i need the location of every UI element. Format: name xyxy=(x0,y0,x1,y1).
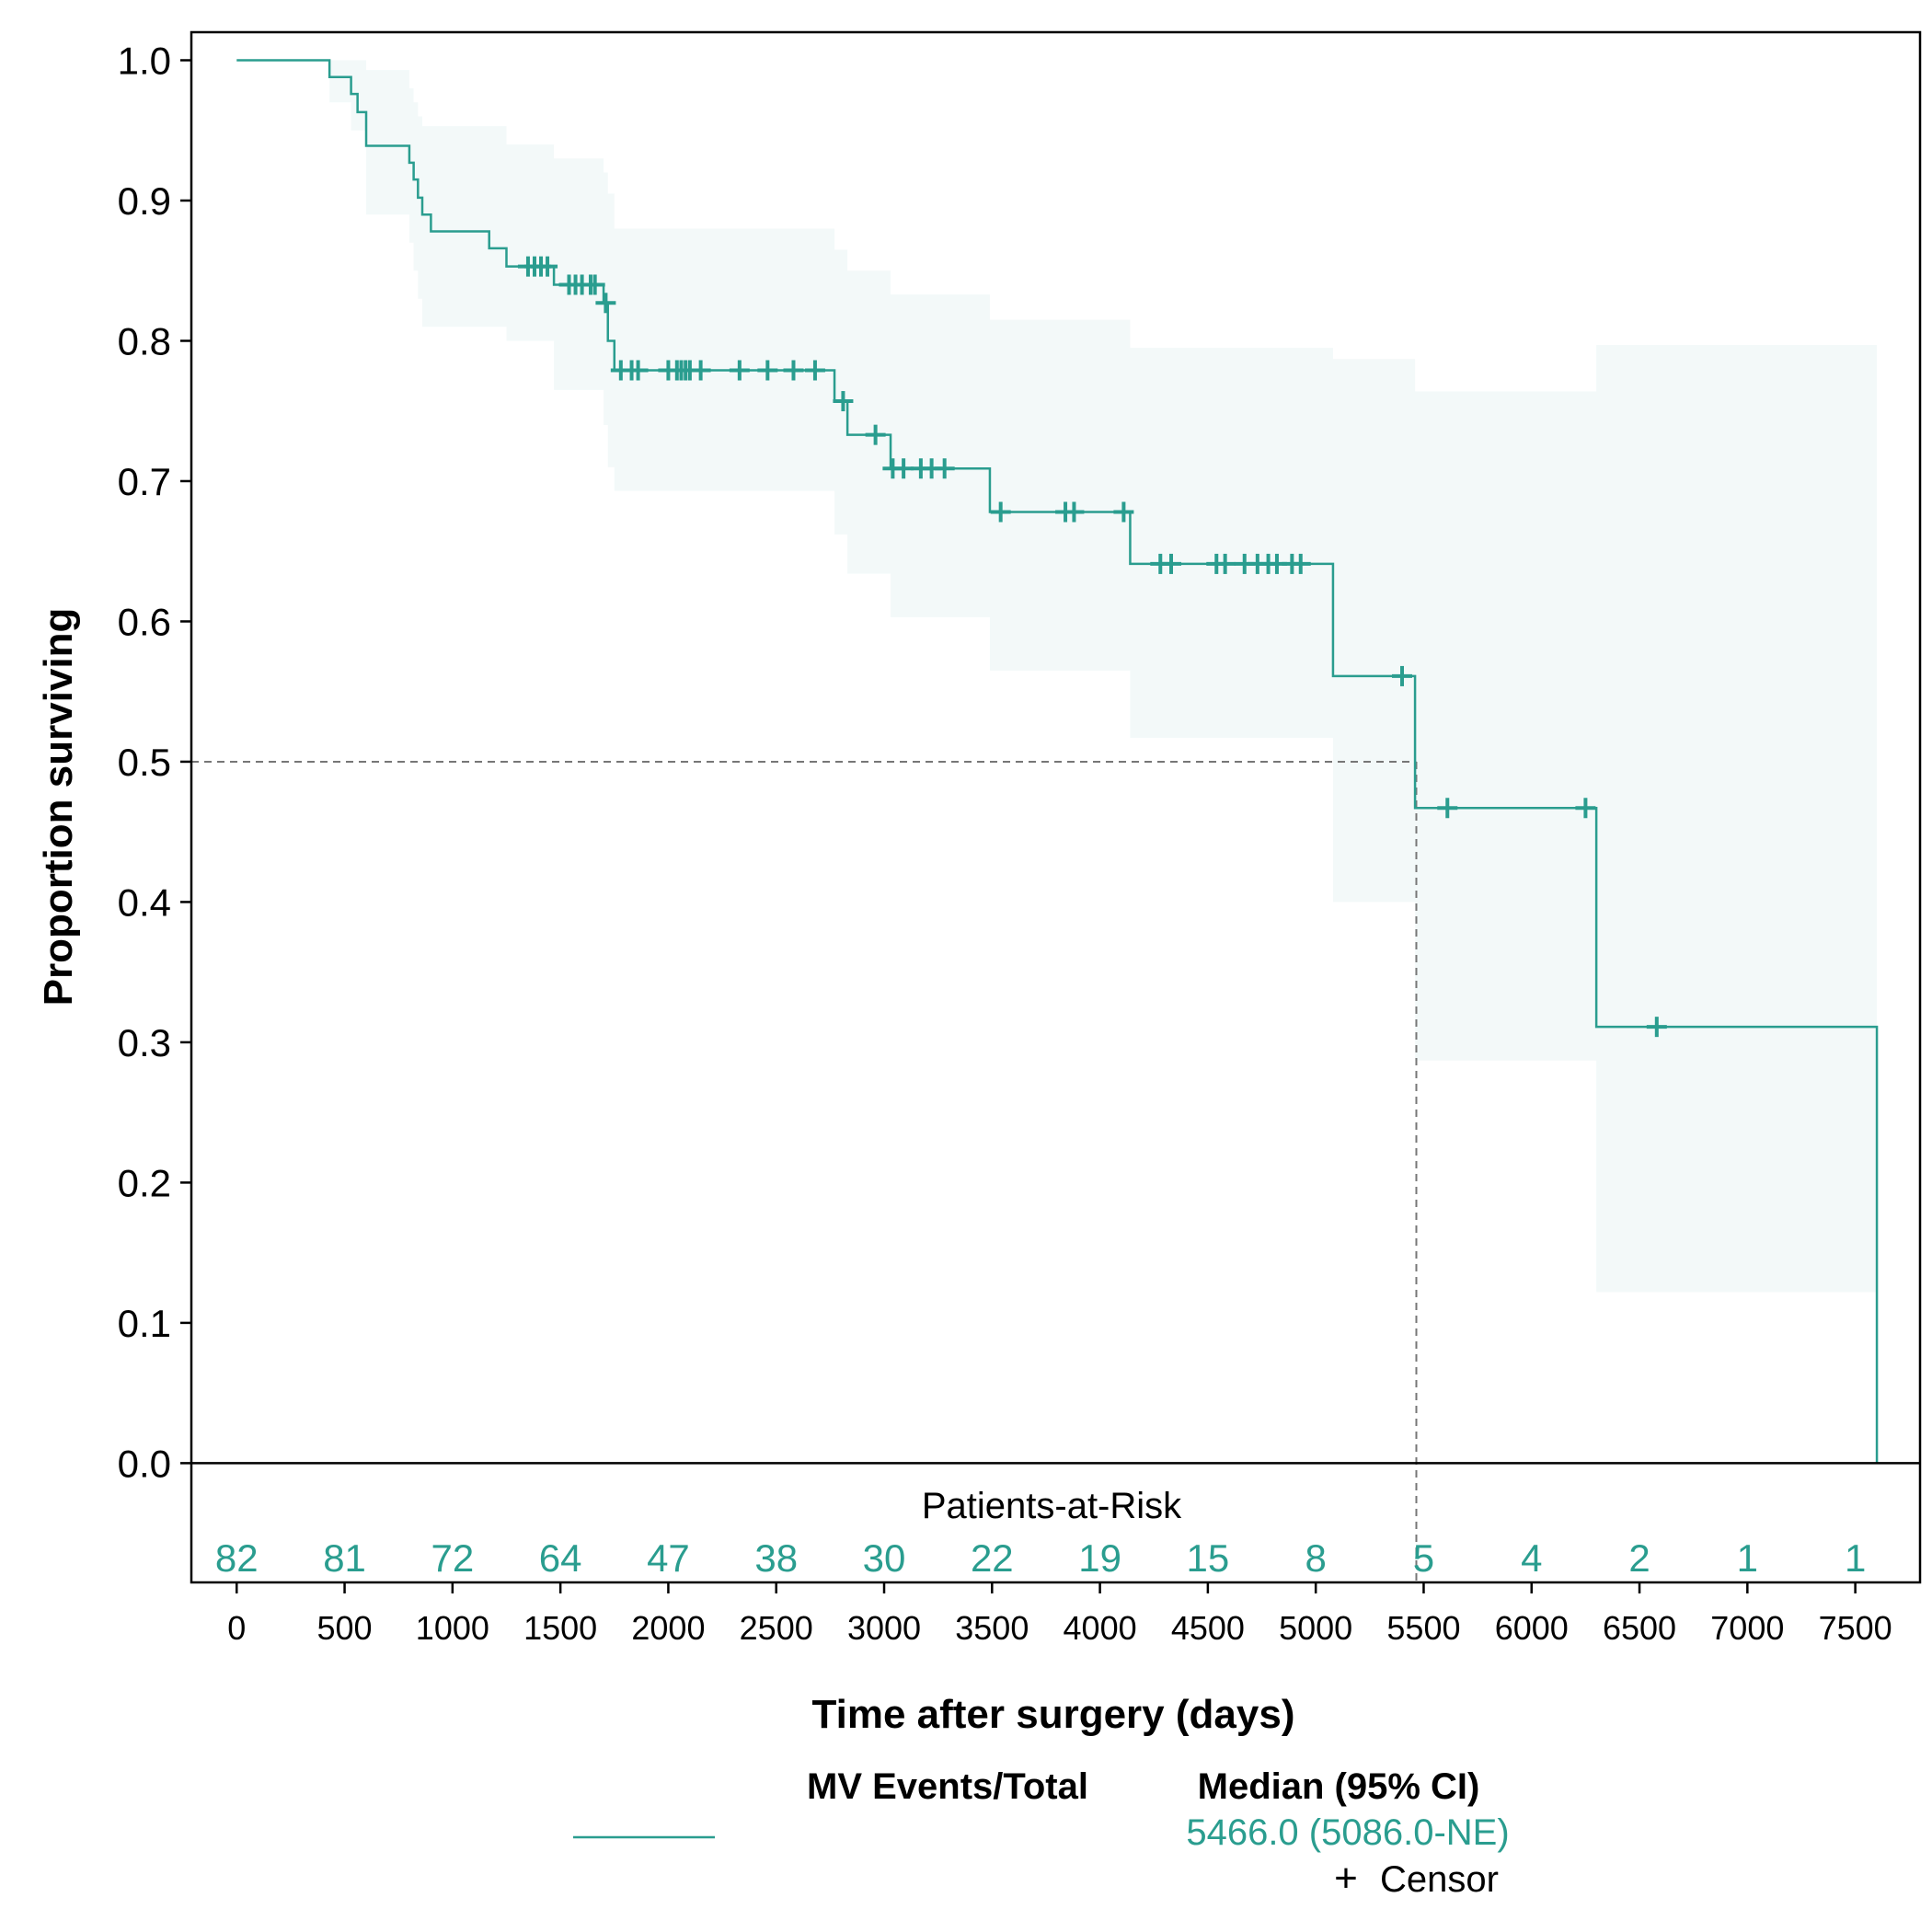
legend-header-median: Median (95% CI) xyxy=(1198,1766,1480,1807)
risk-count: 8 xyxy=(1305,1536,1326,1580)
censor-mark xyxy=(1064,501,1085,523)
y-tick-label: 0.8 xyxy=(118,319,171,362)
risk-count: 1 xyxy=(1845,1536,1866,1580)
censor-mark xyxy=(1575,798,1596,819)
survival-curve-group xyxy=(236,59,1879,1464)
censor-mark xyxy=(1214,553,1236,574)
legend-censor-label: Censor xyxy=(1380,1859,1499,1900)
censor-mark xyxy=(804,360,825,381)
risk-count: 38 xyxy=(754,1536,798,1580)
plot-border xyxy=(190,30,1922,1584)
x-tick-label: 0 xyxy=(227,1609,246,1647)
censor-mark xyxy=(865,424,886,445)
confidence-band-area xyxy=(236,60,1878,1293)
x-tick-label: 7500 xyxy=(1819,1609,1892,1647)
risk-count: 5 xyxy=(1413,1536,1434,1580)
survival-curve xyxy=(236,59,1879,1464)
legend-median-value: 5466.0 (5086.0-NE) xyxy=(1186,1812,1509,1853)
x-tick-label: 3500 xyxy=(955,1609,1029,1647)
x-tick-label: 2500 xyxy=(740,1609,813,1647)
y-tick-label: 0.9 xyxy=(118,179,171,223)
x-tick-label: 2000 xyxy=(631,1609,705,1647)
y-tick-label: 0.5 xyxy=(118,741,171,784)
risk-count: 81 xyxy=(323,1536,366,1580)
x-tick-label: 6500 xyxy=(1603,1609,1676,1647)
censor-mark xyxy=(757,360,778,381)
x-tick-label: 4000 xyxy=(1064,1609,1137,1647)
censor-mark xyxy=(990,501,1011,523)
risk-count: 1 xyxy=(1737,1536,1758,1580)
risk-count: 30 xyxy=(863,1536,906,1580)
y-axis: 0.0 0.1 0.2 0.3 0.4 0.5 0.6 0.7 0.8 0.9 1.0 xyxy=(118,39,191,1485)
confidence-band xyxy=(236,60,1878,1293)
risk-table: Patients-at-Risk 82 81 72 64 47 38 30 22 19 15 8 5 4 2… xyxy=(215,1486,1866,1580)
x-tick-label: 500 xyxy=(317,1609,373,1647)
censor-mark xyxy=(1392,665,1413,686)
x-axis: 0 500 1000 1500 2000 2500 3000 3500 4000 4500 5000… xyxy=(227,1582,1892,1647)
risk-table-title: Patients-at-Risk xyxy=(922,1486,1182,1526)
risk-count: 19 xyxy=(1078,1536,1121,1580)
risk-count: 47 xyxy=(647,1536,690,1580)
censor-mark xyxy=(595,293,616,314)
censor-mark xyxy=(833,391,854,412)
censor-mark xyxy=(1646,1017,1667,1038)
risk-count: 82 xyxy=(215,1536,259,1580)
risk-count: 64 xyxy=(539,1536,582,1580)
censor-mark xyxy=(783,360,804,381)
y-tick-label: 0.7 xyxy=(118,460,171,503)
x-tick-label: 1000 xyxy=(416,1609,489,1647)
x-tick-label: 5500 xyxy=(1386,1609,1460,1647)
x-tick-label: 3000 xyxy=(847,1609,921,1647)
x-tick-label: 5000 xyxy=(1279,1609,1352,1647)
risk-count: 4 xyxy=(1521,1536,1542,1580)
censor-marks xyxy=(517,256,1667,1038)
y-tick-label: 0.2 xyxy=(118,1161,171,1204)
y-tick-label: 0.0 xyxy=(118,1442,171,1485)
risk-count: 22 xyxy=(971,1536,1014,1580)
y-tick-label: 0.6 xyxy=(118,600,171,643)
x-axis-label: Time after surgery (days) xyxy=(812,1692,1295,1737)
x-tick-label: 6000 xyxy=(1495,1609,1569,1647)
plot-frame xyxy=(190,30,1922,1584)
y-tick-label: 1.0 xyxy=(118,39,171,82)
y-tick-label: 0.3 xyxy=(118,1021,171,1064)
y-tick-label: 0.1 xyxy=(118,1302,171,1345)
legend-censor-symbol: + xyxy=(1334,1856,1358,1901)
censor-mark xyxy=(1161,553,1182,574)
censor-mark xyxy=(934,458,955,479)
censor-mark xyxy=(893,458,914,479)
censor-mark xyxy=(1290,553,1311,574)
censor-mark xyxy=(690,360,711,381)
risk-count: 15 xyxy=(1187,1536,1230,1580)
censor-mark xyxy=(584,274,605,295)
x-tick-label: 4500 xyxy=(1171,1609,1245,1647)
risk-count: 2 xyxy=(1628,1536,1650,1580)
legend: MV Events/Total Median (95% CI) 5466.0 (… xyxy=(573,1766,1510,1901)
legend-header-events: MV Events/Total xyxy=(807,1766,1088,1807)
censor-mark xyxy=(537,256,558,277)
x-tick-label: 7000 xyxy=(1710,1609,1784,1647)
risk-count: 72 xyxy=(431,1536,474,1580)
median-reference-lines xyxy=(191,760,1418,1582)
censor-mark xyxy=(1113,501,1134,523)
censor-mark xyxy=(627,360,649,381)
x-tick-label: 1500 xyxy=(523,1609,597,1647)
y-axis-label: Proportion surviving xyxy=(36,608,81,1006)
censor-mark xyxy=(729,360,750,381)
y-tick-label: 0.4 xyxy=(118,880,171,924)
censor-mark xyxy=(1437,798,1458,819)
